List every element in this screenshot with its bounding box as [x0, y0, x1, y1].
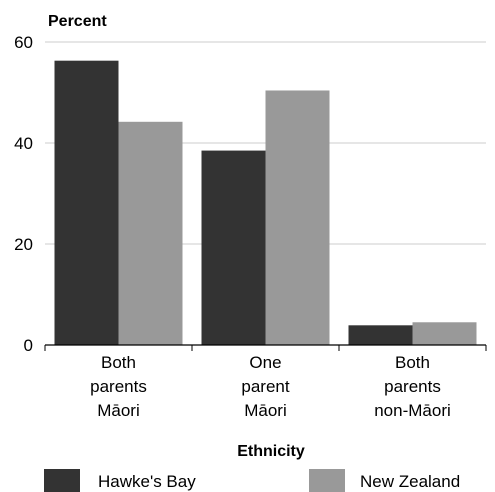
x-tick-label: parents — [384, 377, 441, 396]
bar — [412, 322, 477, 345]
x-tick-label: Māori — [244, 401, 287, 420]
legend-label: Hawke's Bay — [98, 472, 196, 491]
y-tick-label: 20 — [14, 235, 33, 254]
x-tick-label: One — [249, 353, 281, 372]
x-axis-label: Ethnicity — [237, 443, 305, 460]
y-axis-label: Percent — [48, 13, 107, 30]
legend-swatch — [309, 469, 345, 492]
category-labels: Both parents Māori One parent Māori Both parent… — [90, 353, 451, 420]
y-tick-label: 0 — [24, 336, 33, 355]
legend-label: New Zealand — [360, 472, 460, 491]
legend-swatch — [44, 469, 80, 492]
legend: Hawke's Bay New Zealand — [44, 469, 460, 492]
bar — [118, 121, 183, 345]
x-tick-label: non-Māori — [374, 401, 451, 420]
x-tick-label: parents — [90, 377, 147, 396]
bar — [201, 150, 266, 345]
bar — [54, 60, 119, 346]
x-tick-label: parent — [241, 377, 289, 396]
x-tick-label: Both — [101, 353, 136, 372]
bars — [54, 60, 477, 346]
x-tick-label: Māori — [97, 401, 140, 420]
y-tick-label: 60 — [14, 33, 33, 52]
y-tick-labels: 0 20 40 60 — [14, 33, 33, 355]
bar — [265, 90, 330, 345]
bar — [348, 325, 413, 345]
y-tick-label: 40 — [14, 134, 33, 153]
x-ticks — [44, 345, 487, 351]
x-tick-label: Both — [395, 353, 430, 372]
